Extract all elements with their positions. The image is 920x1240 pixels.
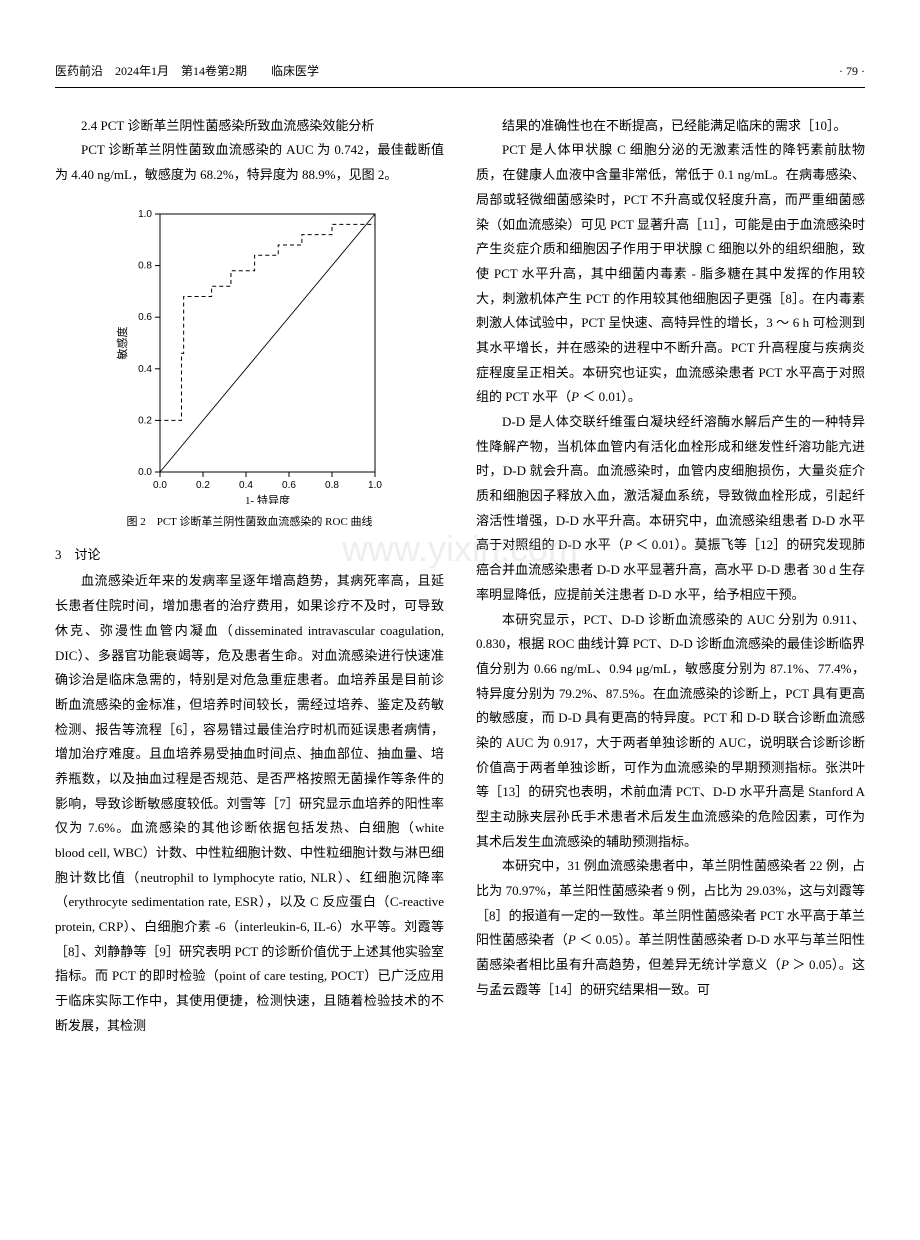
col2-p2a: PCT 是人体甲状腺 C 细胞分泌的无激素活性的降钙素前肽物质，在健康人血液中含… (476, 142, 865, 404)
col2-p2c: ＜ 0.01）。 (579, 389, 641, 404)
svg-text:1- 特异度: 1- 特异度 (245, 493, 290, 504)
svg-text:0.6: 0.6 (282, 480, 296, 491)
col2-p3a: D-D 是人体交联纤维蛋白凝块经纤溶酶水解后产生的一种特异性降解产物，当机体血管… (476, 414, 865, 552)
col2-para-1: 结果的准确性也在不断提高，已经能满足临床的需求［10］。 (476, 114, 865, 139)
col2-para-3: D-D 是人体交联纤维蛋白凝块经纤溶酶水解后产生的一种特异性降解产物，当机体血管… (476, 410, 865, 608)
left-column: 2.4 PCT 诊断革兰阴性菌感染所致血流感染效能分析 PCT 诊断革兰阴性菌致… (55, 114, 444, 1039)
figure-2-caption: 图 2 PCT 诊断革兰阴性菌致血流感染的 ROC 曲线 (55, 512, 444, 533)
svg-text:0.8: 0.8 (138, 260, 152, 271)
roc-svg: 0.0 0.2 0.4 0.6 0.8 1.0 0.0 0.2 0.4 0.6 0.8 1.0 1- 特… (110, 204, 390, 504)
svg-text:0.2: 0.2 (196, 480, 210, 491)
right-column: 结果的准确性也在不断提高，已经能满足临床的需求［10］。 PCT 是人体甲状腺 … (476, 114, 865, 1039)
svg-text:1.0: 1.0 (138, 209, 152, 220)
header-page-number: · 79 · (839, 60, 865, 83)
svg-text:0.4: 0.4 (239, 480, 253, 491)
p-italic-3: P (568, 932, 576, 947)
col2-para-4: 本研究显示，PCT、D-D 诊断血流感染的 AUC 分别为 0.911、0.83… (476, 608, 865, 855)
col2-para-5: 本研究中，31 例血流感染患者中，革兰阴性菌感染者 22 例，占比为 70.97… (476, 854, 865, 1002)
col1-discussion-body: 血流感染近年来的发病率呈逐年增高趋势，其病死率高，且延长患者住院时间，增加患者的… (55, 569, 444, 1038)
svg-text:0.6: 0.6 (138, 312, 152, 323)
svg-text:1.0: 1.0 (368, 480, 382, 491)
section-3-heading: 3 讨论 (55, 543, 444, 568)
page-header: 医药前沿 2024年1月 第14卷第2期 临床医学 · 79 · (55, 60, 865, 88)
p-italic: P (571, 389, 579, 404)
svg-text:0.8: 0.8 (325, 480, 339, 491)
svg-text:0.2: 0.2 (138, 415, 152, 426)
subsection-2-4: 2.4 PCT 诊断革兰阴性菌感染所致血流感染效能分析 (55, 114, 444, 139)
svg-text:0.0: 0.0 (138, 467, 152, 478)
col2-para-2: PCT 是人体甲状腺 C 细胞分泌的无激素活性的降钙素前肽物质，在健康人血液中含… (476, 138, 865, 410)
two-column-layout: 2.4 PCT 诊断革兰阴性菌感染所致血流感染效能分析 PCT 诊断革兰阴性菌致… (55, 114, 865, 1039)
svg-text:0.4: 0.4 (138, 364, 152, 375)
figure-2-roc-chart: 0.0 0.2 0.4 0.6 0.8 1.0 0.0 0.2 0.4 0.6 0.8 1.0 1- 特… (105, 204, 395, 504)
p-italic-4: P (781, 957, 789, 972)
p-italic-2: P (624, 537, 632, 552)
svg-text:0.0: 0.0 (153, 480, 167, 491)
header-left: 医药前沿 2024年1月 第14卷第2期 临床医学 (55, 60, 319, 83)
svg-text:敏感度: 敏感度 (115, 326, 129, 359)
col1-para-auc: PCT 诊断革兰阴性菌致血流感染的 AUC 为 0.742，最佳截断值为 4.4… (55, 138, 444, 187)
